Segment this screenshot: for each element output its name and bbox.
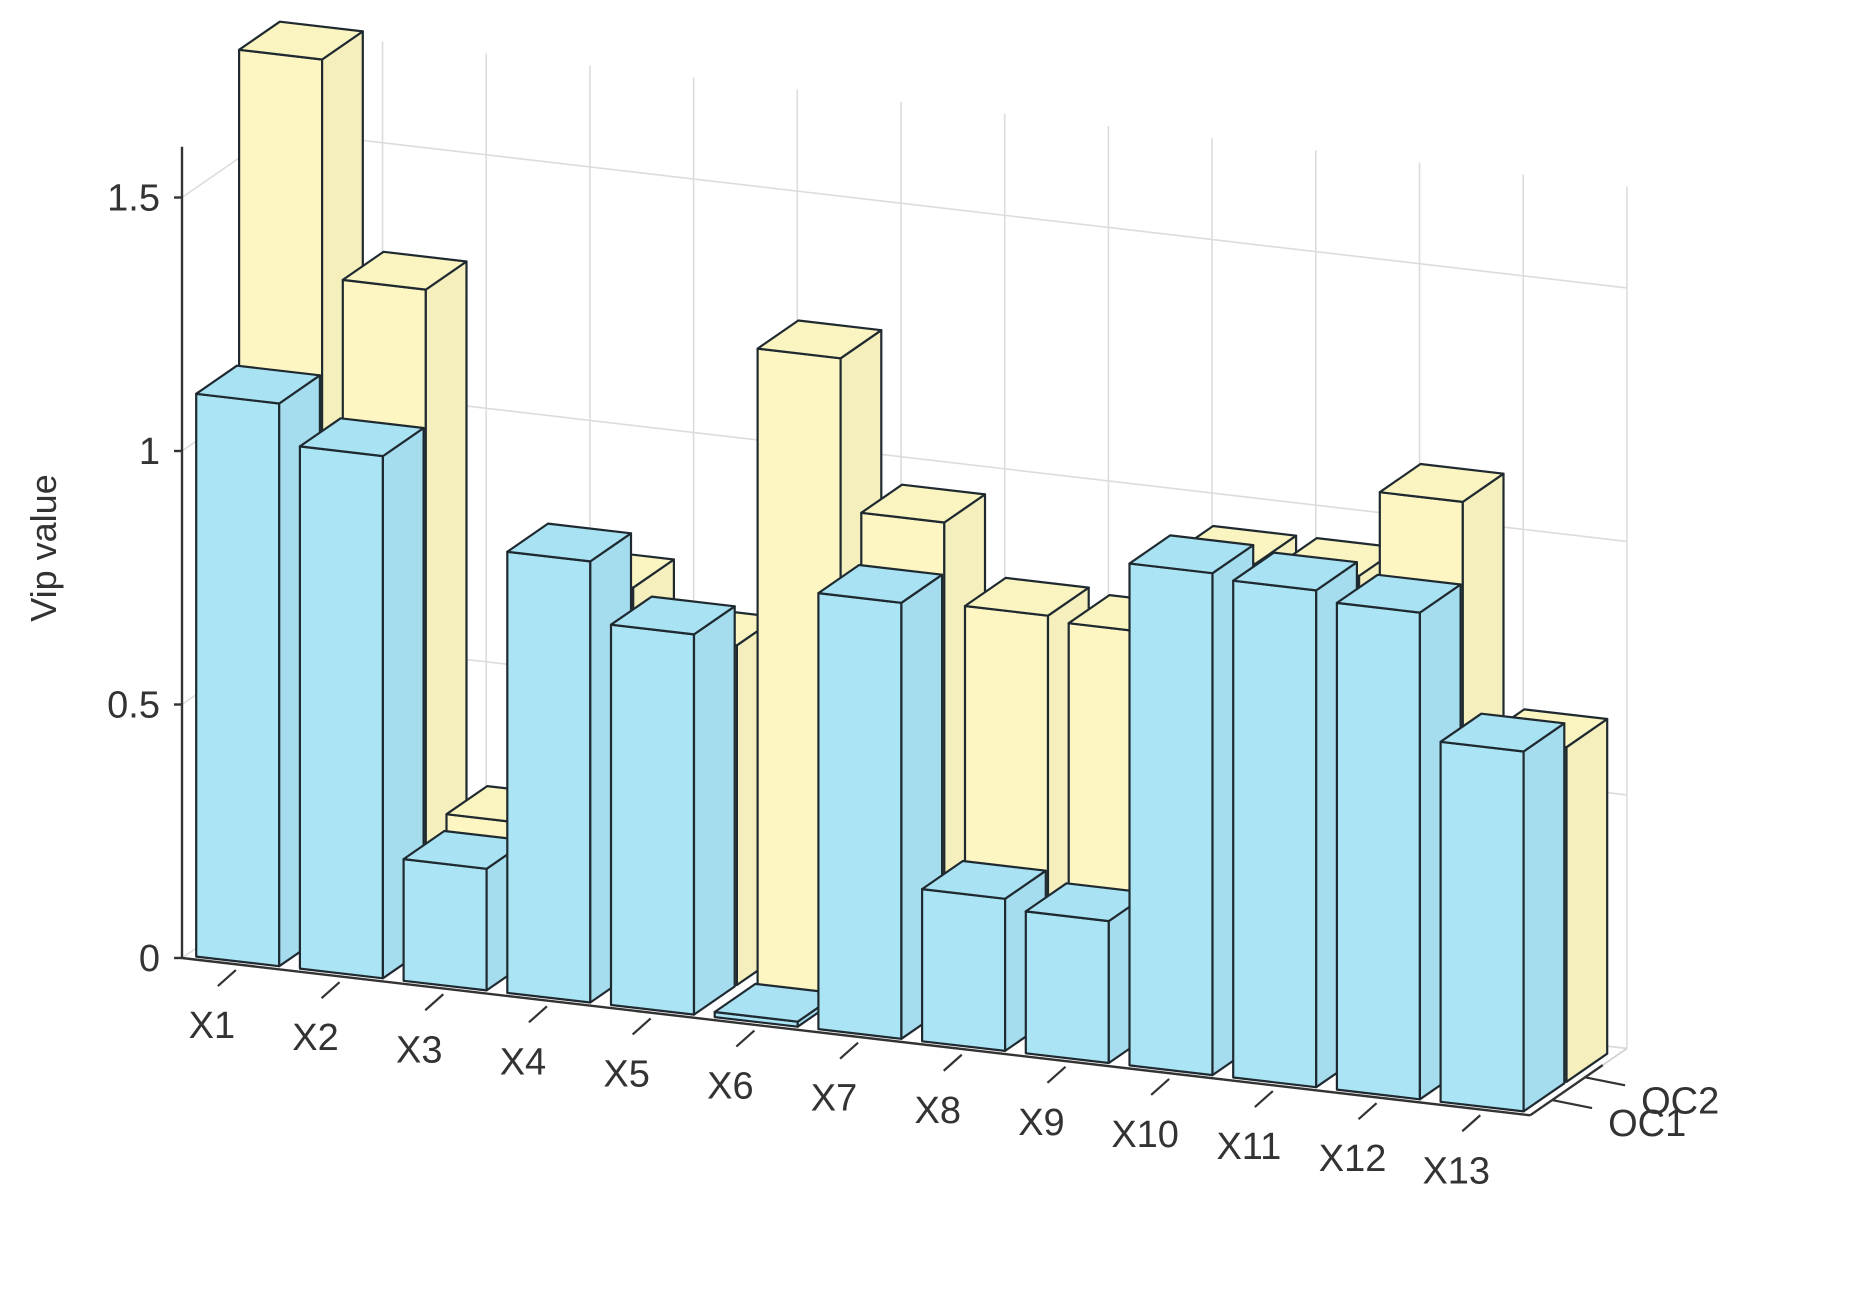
bar-oc1-x5	[609, 595, 736, 1016]
bar-front-face	[506, 550, 592, 1004]
x-axis-tick	[528, 1005, 548, 1024]
x-tick-label: X10	[1111, 1114, 1179, 1156]
bar-front-face	[402, 857, 488, 992]
x-axis-tick	[735, 1029, 756, 1048]
x-axis-tick	[839, 1041, 859, 1060]
bar-top-face	[341, 250, 468, 291]
x-tick-label: X9	[1018, 1102, 1064, 1144]
axis-layer	[174, 146, 1626, 1133]
bar-top-face	[860, 483, 987, 524]
bar-top-face	[817, 563, 944, 604]
bar-front-face	[920, 887, 1007, 1053]
bar-front-face	[609, 623, 696, 1016]
x-axis-tick	[1046, 1066, 1067, 1084]
x-axis-tick	[631, 1017, 652, 1036]
z-tick-label: 0	[139, 938, 160, 980]
depth-axis-tick	[1584, 1076, 1626, 1087]
x-tick-label: X12	[1319, 1138, 1387, 1180]
bar-layer	[195, 20, 1609, 1113]
x-tick-label: X4	[500, 1041, 546, 1083]
z-tick-label: 1.5	[107, 178, 160, 220]
bar-top-face	[609, 595, 736, 636]
z-tick-label: 0.5	[107, 685, 160, 727]
bar-top-face	[238, 20, 364, 61]
bar-front-face	[1335, 601, 1422, 1101]
bar-top-face	[1439, 712, 1566, 753]
bar-top-face	[756, 319, 883, 360]
x-axis-tick	[1254, 1090, 1274, 1108]
bar-front-face	[817, 591, 903, 1040]
x-tick-label: X5	[603, 1053, 649, 1095]
bar-front-face	[1232, 579, 1318, 1089]
x-tick-label: X6	[707, 1066, 753, 1108]
x-axis-tick	[320, 981, 341, 999]
bar-front-face	[1439, 740, 1525, 1113]
depth-tick-label: OC2	[1641, 1080, 1719, 1122]
x-tick-label: X1	[189, 1005, 235, 1047]
label-layer: Vip value 0 0.5 1 1.5 X1 X2 X3 X4 X5 X6 X7 X8 X9 X10 X…	[23, 178, 1719, 1193]
bar-top-face	[1378, 462, 1505, 503]
x-axis-tick	[1150, 1078, 1170, 1096]
x-tick-label: X2	[292, 1017, 338, 1059]
x-tick-label: X7	[811, 1078, 857, 1120]
x-axis-line	[181, 956, 1531, 1117]
x-axis-tick	[217, 969, 237, 987]
x-axis-tick	[943, 1053, 963, 1072]
bar-top-face	[1232, 551, 1359, 592]
bar-top-face	[506, 522, 633, 563]
z-tick-label: 1	[139, 431, 160, 473]
depth-tick-label: OC1	[1608, 1103, 1686, 1145]
x-axis-tick	[1357, 1102, 1378, 1120]
x-tick-label: X3	[396, 1029, 442, 1071]
bar-top-face	[195, 364, 321, 405]
bar-top-face	[1128, 534, 1255, 575]
bar-top-face	[298, 417, 425, 458]
bar-side-face	[692, 605, 736, 1016]
bar-oc1-x2	[298, 417, 425, 980]
bar-front-face	[298, 445, 384, 980]
bar-side-face	[1522, 722, 1566, 1113]
bar-front-face	[195, 392, 281, 968]
z-axis-title: Vip value	[23, 474, 64, 621]
depth-axis-line	[1529, 1064, 1604, 1117]
back-wall-horizontal-gridline	[278, 129, 1627, 289]
x-tick-label: X13	[1422, 1150, 1490, 1192]
bar-oc1-x13	[1439, 712, 1566, 1113]
x-tick-label: X8	[915, 1090, 961, 1132]
bar-front-face	[1128, 562, 1214, 1077]
bar-top-face	[1335, 573, 1462, 614]
bar-front-face	[1024, 910, 1110, 1065]
x-axis-tick	[424, 993, 444, 1012]
x-axis-tick	[1461, 1114, 1481, 1133]
depth-axis-tick	[1551, 1099, 1593, 1110]
x-tick-label: X11	[1216, 1126, 1281, 1168]
bar-side-face	[1565, 717, 1609, 1083]
bar-top-face	[920, 859, 1047, 900]
bar-top-face	[963, 576, 1090, 617]
